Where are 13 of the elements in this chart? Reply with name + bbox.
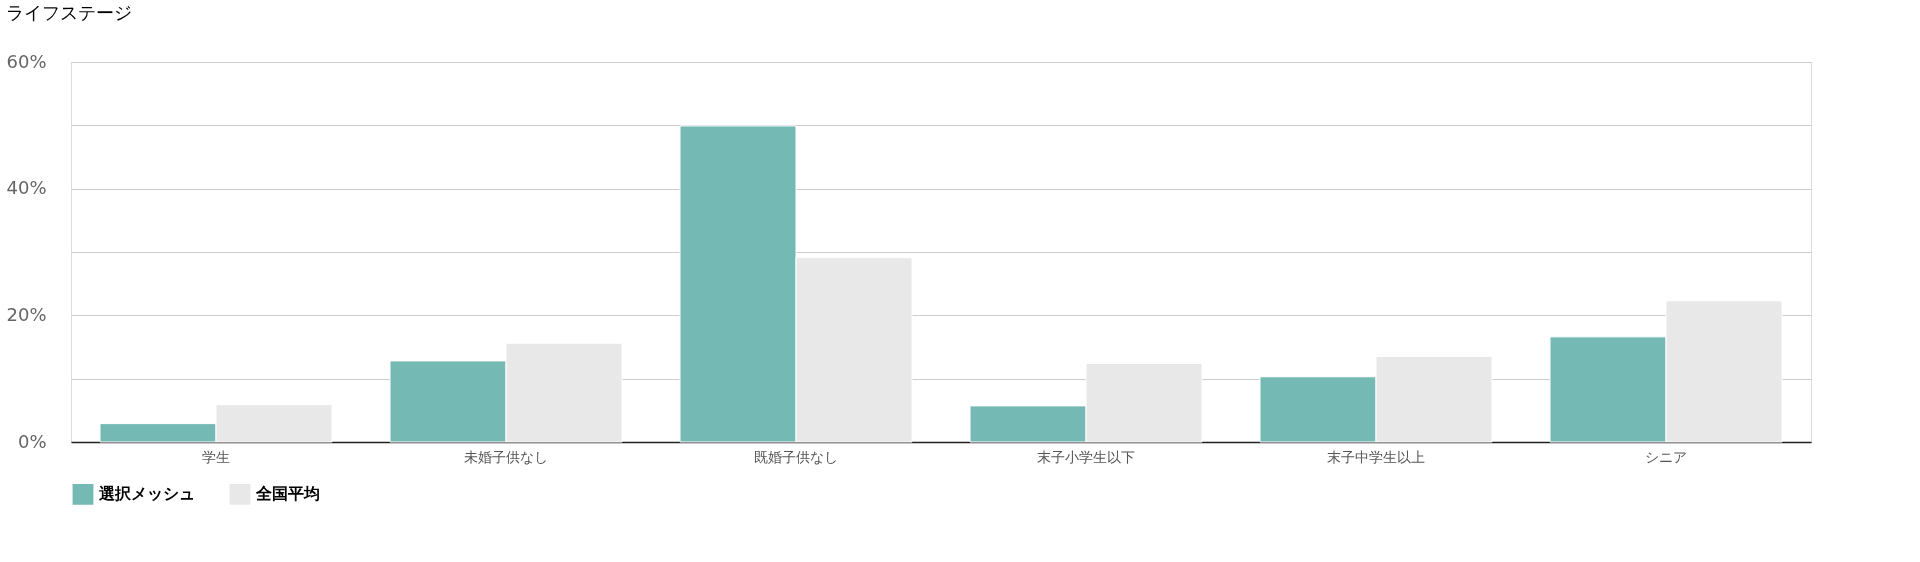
legend-label: 選択メッシュ	[99, 484, 195, 504]
x-tick-label: 末子中学生以上	[1327, 448, 1425, 465]
legend-label: 全国平均	[255, 484, 320, 504]
x-tick-label: 学生	[202, 448, 230, 465]
y-tick-label: 0%	[17, 430, 47, 452]
x-tick-label: 未婚子供なし	[464, 448, 548, 465]
y-tick-label: 60%	[6, 50, 47, 72]
x-tick-label: 末子小学生以下	[1037, 448, 1135, 465]
x-tick-label: シニア	[1645, 448, 1687, 465]
chart-title: ライフステージ	[5, 2, 132, 23]
y-tick-label: 40%	[6, 177, 47, 199]
x-tick-label: 既婚子供なし	[754, 448, 838, 465]
y-tick-label: 20%	[6, 303, 47, 325]
